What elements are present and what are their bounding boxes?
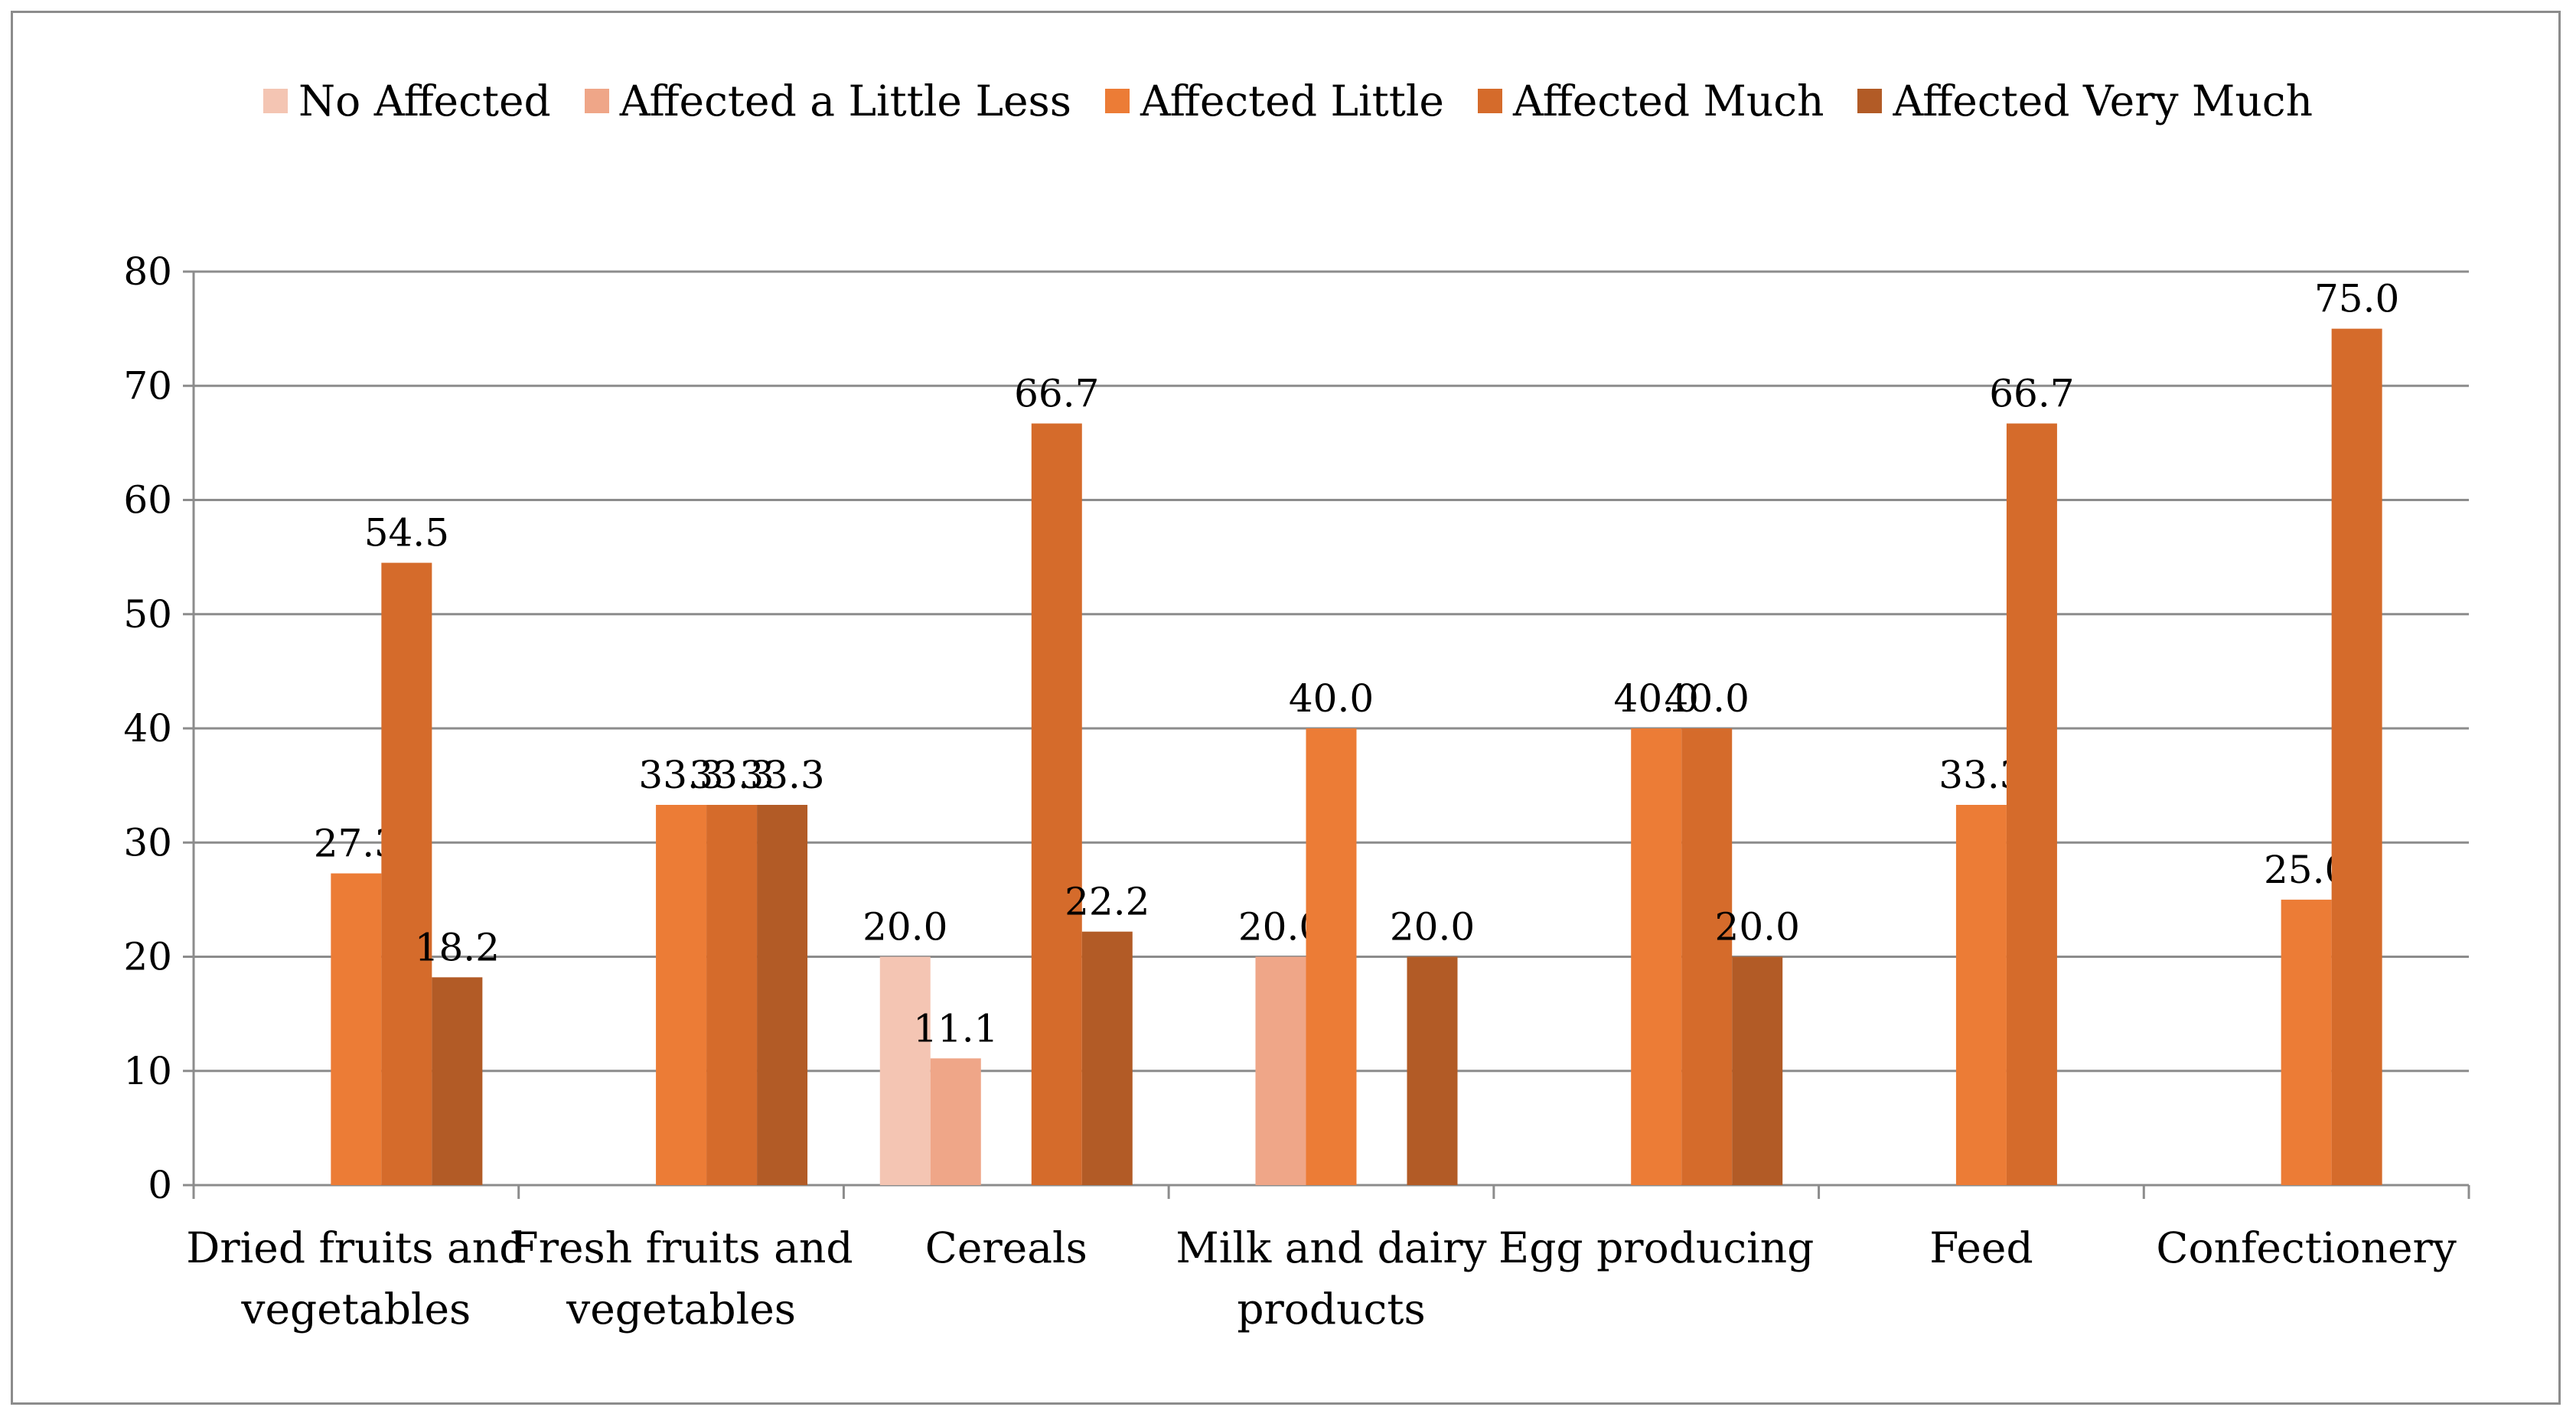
legend: No Affected Affected a Little Less Affec… (0, 70, 2576, 132)
x-category-label-1-line-0: Fresh fruits and (510, 1223, 853, 1272)
bar-c1-s4 (757, 804, 808, 1185)
data-label-c2-s1: 11.1 (913, 1006, 998, 1050)
legend-swatch-affected-a-little-less (584, 89, 609, 113)
bar-c4-s4 (1732, 956, 1783, 1185)
legend-label-no-affected: No Affected (298, 77, 551, 125)
y-tick-label-70: 70 (123, 363, 172, 408)
legend-swatch-affected-much (1477, 89, 1502, 113)
bar-c6-s3 (2331, 328, 2382, 1185)
y-tick-label-80: 80 (123, 249, 172, 294)
y-tick-label-20: 20 (123, 935, 172, 979)
y-tick-label-30: 30 (123, 820, 172, 865)
x-category-label-3-line-1: products (1237, 1285, 1425, 1334)
legend-label-affected-much: Affected Much (1512, 77, 1824, 125)
bar-c6-s2 (2281, 899, 2332, 1185)
y-tick-label-40: 40 (123, 706, 172, 751)
data-label-c4-s4: 20.0 (1715, 905, 1800, 949)
bar-c0-s4 (432, 977, 483, 1185)
x-category-label-5-line-0: Feed (1929, 1223, 2033, 1272)
legend-swatch-affected-little (1105, 89, 1130, 113)
y-tick-label-60: 60 (123, 478, 172, 523)
bar-c2-s0 (879, 956, 931, 1185)
data-label-c2-s0: 20.0 (862, 905, 947, 949)
bar-c2-s4 (1081, 931, 1133, 1185)
data-label-c1-s4: 33.3 (739, 753, 824, 797)
x-category-label-0-line-1: vegetables (240, 1285, 471, 1334)
data-label-c4-s3: 40.0 (1665, 676, 1749, 721)
y-tick-label-10: 10 (123, 1049, 172, 1093)
bar-c4-s3 (1681, 728, 1733, 1185)
legend-swatch-no-affected (262, 89, 288, 113)
y-tick-label-0: 0 (148, 1163, 172, 1207)
bar-c0-s3 (381, 562, 432, 1185)
legend-item-affected-a-little-less: Affected a Little Less (584, 77, 1071, 125)
y-tick-label-50: 50 (123, 592, 172, 637)
legend-label-affected-very-much: Affected Very Much (1893, 77, 2314, 125)
x-category-label-3-line-0: Milk and dairy (1176, 1223, 1486, 1272)
data-label-c2-s4: 22.2 (1065, 880, 1149, 924)
bar-c5-s2 (1955, 804, 2007, 1185)
data-label-c3-s2: 40.0 (1289, 676, 1374, 721)
data-label-c4-s2: 40.0 (1614, 676, 1699, 721)
legend-item-affected-little: Affected Little (1105, 77, 1444, 125)
bar-c4-s2 (1631, 728, 1682, 1185)
data-label-c6-s3: 75.0 (2314, 277, 2399, 321)
bar-c5-s3 (2006, 423, 2057, 1185)
x-category-label-6-line-0: Confectionery (2156, 1223, 2456, 1272)
bar-c0-s2 (331, 873, 382, 1185)
data-label-c1-s2: 33.3 (638, 753, 723, 797)
bar-c3-s2 (1306, 728, 1357, 1185)
bar-c2-s3 (1031, 423, 1082, 1185)
data-label-c5-s3: 66.7 (1989, 372, 2074, 416)
legend-item-no-affected: No Affected (262, 77, 551, 125)
data-label-c0-s4: 18.2 (415, 925, 500, 969)
x-category-label-2-line-0: Cereals (925, 1223, 1087, 1272)
data-label-c2-s3: 66.7 (1014, 372, 1099, 416)
legend-item-affected-very-much: Affected Very Much (1857, 77, 2313, 125)
x-category-label-4-line-0: Egg producing (1498, 1223, 1814, 1272)
bar-c1-s2 (656, 804, 707, 1185)
x-category-label-1-line-1: vegetables (566, 1285, 796, 1334)
bar-c3-s1 (1255, 956, 1306, 1185)
legend-label-affected-a-little-less: Affected a Little Less (619, 77, 1071, 125)
legend-label-affected-little: Affected Little (1140, 77, 1444, 125)
legend-swatch-affected-very-much (1857, 89, 1883, 113)
x-category-label-0-line-0: Dried fruits and (186, 1223, 526, 1272)
data-label-c3-s4: 20.0 (1390, 905, 1475, 949)
data-label-c0-s3: 54.5 (364, 511, 449, 555)
bar-c1-s3 (706, 804, 758, 1185)
bar-c2-s1 (930, 1058, 981, 1185)
legend-item-affected-much: Affected Much (1477, 77, 1824, 125)
bar-c3-s4 (1407, 956, 1458, 1185)
data-label-c1-s3: 33.3 (689, 753, 774, 797)
